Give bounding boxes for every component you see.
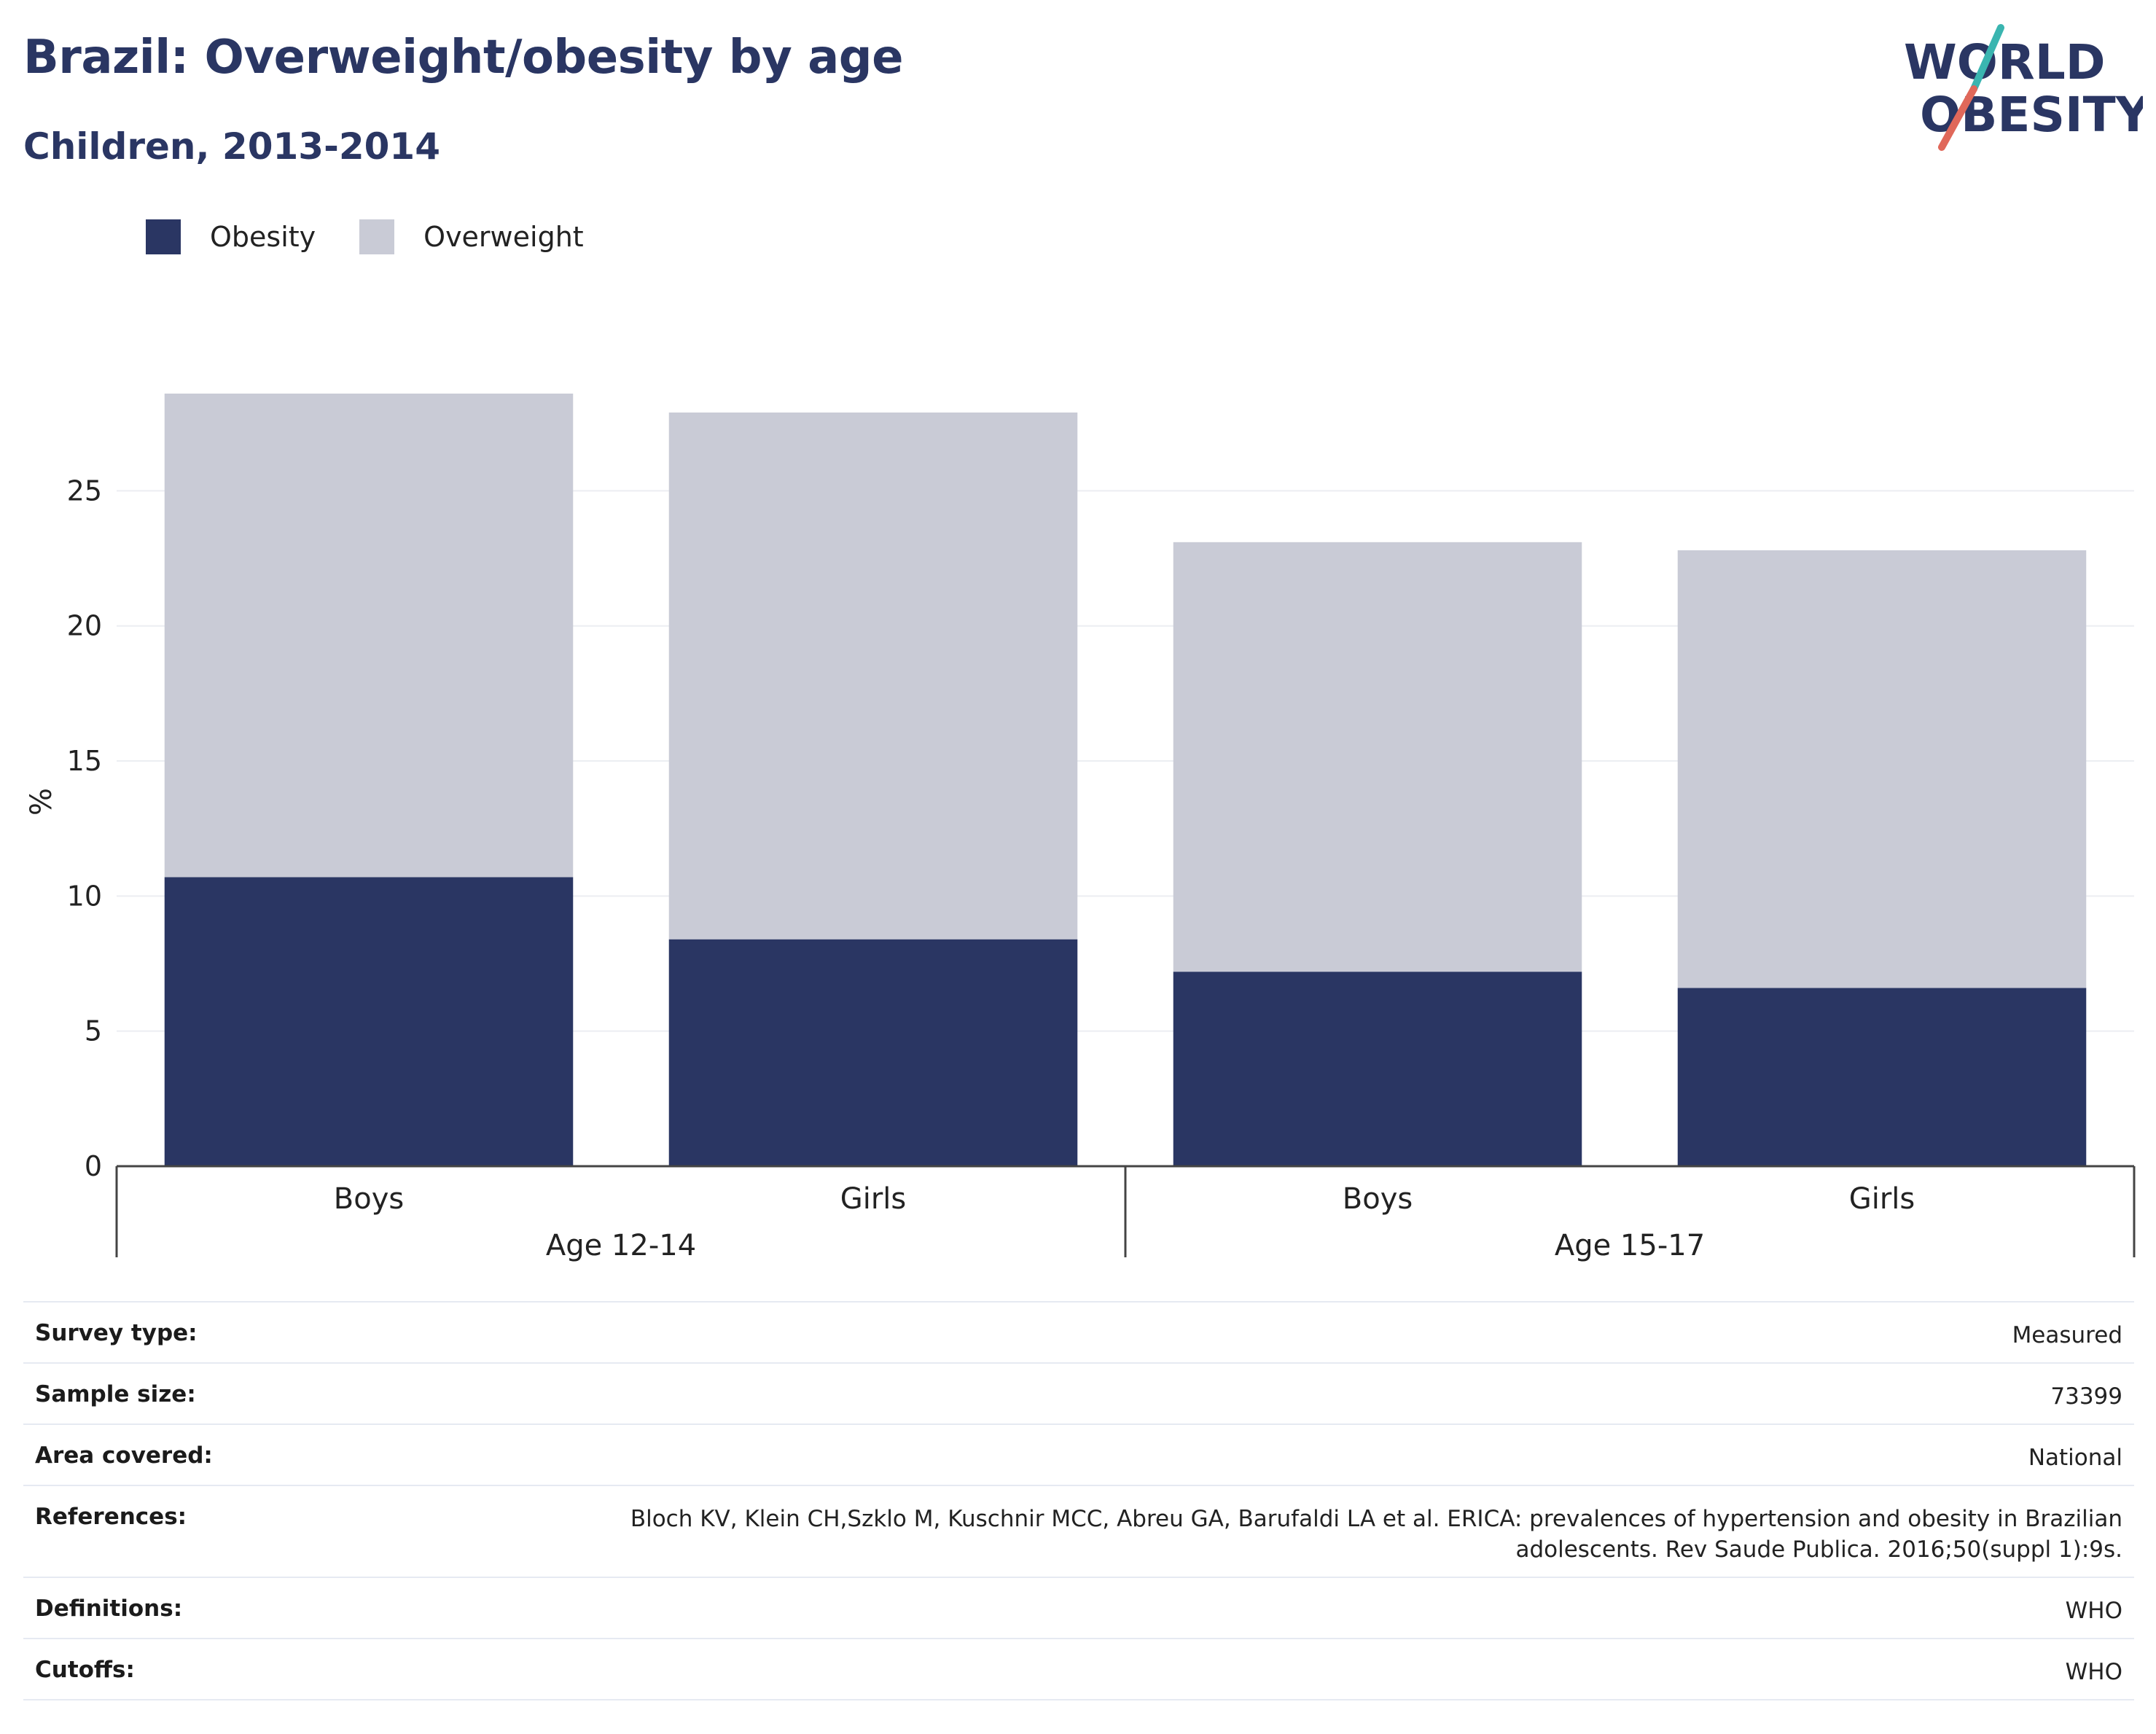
chart-subtitle: Children, 2013-2014 <box>23 125 440 168</box>
legend-label-obesity: Obesity <box>210 221 316 253</box>
bar-obesity-3 <box>1173 972 1582 1166</box>
x-group-label: Age 12-14 <box>546 1229 696 1262</box>
area-covered-value: National <box>484 1423 2134 1485</box>
y-tick-label: 15 <box>67 745 102 777</box>
legend-swatch-obesity <box>146 219 181 254</box>
survey-details-table: Survey type: Measured Sample size: 73399… <box>23 1301 2134 1700</box>
bar-overweight-1 <box>164 394 574 878</box>
cutoffs-label: Cutoffs: <box>23 1638 484 1700</box>
world-obesity-logo: WORLD OBESITY <box>1904 24 2143 151</box>
legend-item-obesity[interactable]: Obesity <box>146 219 316 254</box>
y-axis-label: % <box>25 788 58 816</box>
y-tick-label: 0 <box>85 1150 102 1182</box>
logo-line-2: OBESITY <box>1920 87 2143 143</box>
sample-size-value: 73399 <box>484 1362 2134 1424</box>
definitions-value: WHO <box>484 1577 2134 1639</box>
logo-line-1: WORLD <box>1904 34 2106 90</box>
y-tick-label: 20 <box>67 610 102 642</box>
x-category-label: Boys <box>1343 1182 1413 1216</box>
y-tick-label: 5 <box>85 1015 102 1047</box>
references-value: Bloch KV, Klein CH,Szklo M, Kuschnir MCC… <box>484 1485 2134 1577</box>
table-row: Cutoffs: WHO <box>23 1638 2134 1700</box>
x-category-label: Girls <box>840 1182 907 1216</box>
sample-size-label: Sample size: <box>23 1362 484 1424</box>
table-row: Area covered: National <box>23 1423 2134 1485</box>
bar-obesity-2 <box>668 939 1078 1166</box>
references-label: References: <box>23 1485 484 1577</box>
legend-item-overweight[interactable]: Overweight <box>359 219 584 254</box>
chart-title: Brazil: Overweight/obesity by age <box>23 31 903 85</box>
table-row: Survey type: Measured <box>23 1301 2134 1363</box>
bar-overweight-4 <box>1677 550 2087 988</box>
y-tick-label: 25 <box>67 474 102 507</box>
area-covered-label: Area covered: <box>23 1423 484 1485</box>
stacked-bar-chart: 0 5 10 15 20 25% Boys Girls Boys Girls Age 12-14 Ag… <box>25 394 2136 1262</box>
table-row: References: Bloch KV, Klein CH,Szklo M, … <box>23 1485 2134 1577</box>
x-category-label: Boys <box>334 1182 404 1216</box>
bar-obesity-4 <box>1677 988 2087 1166</box>
logo-slash-top <box>1970 24 2004 93</box>
y-tick-label: 10 <box>67 880 102 912</box>
survey-type-label: Survey type: <box>23 1301 484 1363</box>
cutoffs-value: WHO <box>484 1638 2134 1700</box>
x-group-label: Age 15-17 <box>1555 1229 1705 1262</box>
logo-slash-bottom <box>1938 85 1977 151</box>
bar-overweight-3 <box>1173 542 1582 972</box>
legend-swatch-overweight <box>359 219 395 254</box>
bar-overweight-2 <box>668 412 1078 940</box>
survey-type-value: Measured <box>484 1301 2134 1363</box>
table-row: Definitions: WHO <box>23 1577 2134 1639</box>
legend-label-overweight: Overweight <box>423 221 584 253</box>
legend: Obesity Overweight <box>146 219 628 255</box>
x-category-label: Girls <box>1849 1182 1915 1216</box>
bar-obesity-1 <box>164 877 574 1166</box>
definitions-label: Definitions: <box>23 1577 484 1639</box>
table-row: Sample size: 73399 <box>23 1362 2134 1424</box>
